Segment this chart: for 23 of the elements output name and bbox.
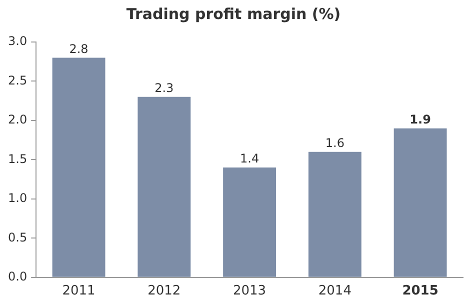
data-label: 2.8 bbox=[69, 42, 88, 56]
bar bbox=[223, 168, 276, 277]
x-tick-label: 2012 bbox=[148, 284, 181, 299]
bar bbox=[138, 96, 191, 277]
x-tick-label: 2011 bbox=[62, 284, 96, 299]
y-tick-label: 2.0 bbox=[8, 112, 28, 127]
x-tick-label: 2015 bbox=[402, 284, 438, 299]
x-tick-label: 2013 bbox=[232, 284, 266, 299]
x-tick-label: 2014 bbox=[318, 284, 352, 299]
data-label: 1.9 bbox=[410, 112, 431, 126]
y-tick-label: 1.5 bbox=[8, 152, 28, 166]
y-tick-label: 0.0 bbox=[8, 270, 28, 284]
y-tick-label: 1.0 bbox=[8, 191, 28, 206]
data-label: 1.6 bbox=[325, 136, 344, 150]
y-tick-label: 0.5 bbox=[8, 230, 28, 244]
bar bbox=[52, 58, 106, 277]
y-tick-label: 3.0 bbox=[8, 34, 28, 48]
y-tick-label: 2.5 bbox=[8, 73, 28, 88]
bar bbox=[308, 152, 362, 277]
bar bbox=[394, 128, 447, 277]
data-label: 1.4 bbox=[240, 152, 260, 166]
chart-title: Trading profit margin (%) bbox=[126, 4, 341, 23]
data-label: 2.3 bbox=[154, 81, 174, 96]
